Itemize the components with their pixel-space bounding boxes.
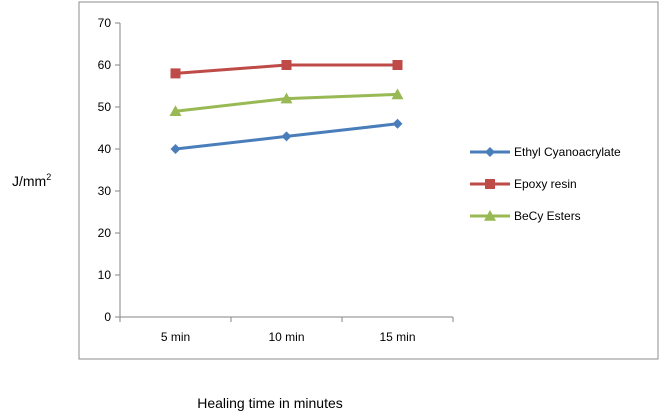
y-tick-label: 70 [98, 16, 112, 30]
data-point [391, 88, 404, 100]
legend-swatch-marker [485, 147, 495, 157]
data-point [170, 144, 181, 154]
x-axis-title: Healing time in minutes [197, 395, 343, 411]
y-tick-label: 30 [98, 184, 112, 198]
y-axis-title-main: J/mm [12, 173, 46, 189]
y-axis-title: J/mm2 [12, 172, 51, 189]
data-point [169, 105, 182, 116]
chart-frame [78, 1, 659, 360]
y-tick-label: 50 [98, 100, 112, 114]
x-tick-label: 15 min [379, 330, 415, 344]
data-point [281, 131, 292, 142]
legend-swatch-marker [485, 179, 495, 189]
y-tick-label: 60 [98, 58, 112, 72]
x-axis: 5 min 10 min 15 min [119, 316, 454, 344]
y-axis: 0 10 20 30 40 50 60 70 [98, 16, 121, 324]
legend: Ethyl Cyanoacrylate Epoxy resin BeCy Ester… [470, 145, 621, 223]
y-axis-title-superscript: 2 [46, 172, 51, 182]
data-point [392, 60, 403, 70]
series-layer [169, 60, 404, 154]
data-point [170, 68, 181, 79]
y-tick-label: 0 [104, 310, 111, 324]
data-point [280, 92, 293, 104]
legend-entry-label: Ethyl Cyanoacrylate [514, 145, 621, 159]
x-tick-label: 10 min [268, 330, 304, 344]
legend-entry-label: Epoxy resin [514, 177, 577, 191]
y-tick-label: 40 [98, 142, 112, 156]
y-tick-label: 20 [98, 226, 112, 240]
y-tick-label: 10 [98, 268, 112, 282]
data-point [281, 60, 292, 70]
x-tick-label: 5 min [161, 330, 190, 344]
data-point [392, 118, 403, 129]
legend-entry-label: BeCy Esters [514, 209, 581, 223]
legend-swatch-marker [484, 210, 496, 221]
